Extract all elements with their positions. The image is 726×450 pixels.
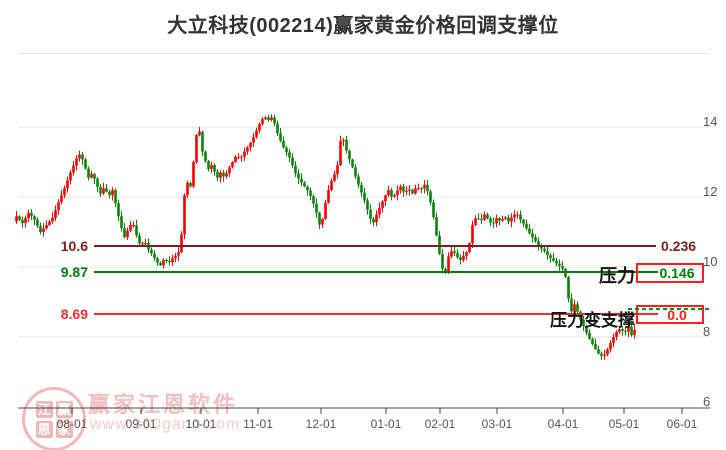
pressure-to-support-label: 压力变支撑	[550, 311, 635, 330]
chart-title: 大立科技(002214)赢家黄金价格回调支撑位	[167, 15, 559, 37]
pressure-value-box: 0.146	[636, 263, 704, 283]
x-axis-label: 12-01	[305, 417, 337, 431]
seal-char: 家	[55, 420, 73, 438]
price-level-label-9.87: 9.87	[60, 264, 88, 280]
x-axis-label: 04-01	[547, 417, 579, 431]
x-axis-label: 05-01	[608, 417, 640, 431]
watermark-url-text: www.360gann.com	[90, 416, 241, 433]
x-axis-label: 10-01	[185, 417, 217, 431]
x-axis-label: 02-01	[424, 417, 456, 431]
x-axis-label: 01-01	[370, 417, 402, 431]
pressure-label: 压力	[599, 266, 635, 286]
support-dashed-line	[628, 308, 710, 310]
watermark-brand-text: 赢家江恩软件	[88, 392, 239, 417]
x-axis-label: 03-01	[481, 417, 513, 431]
retracement-line-0236	[94, 245, 656, 247]
x-axis-label: 11-01	[243, 417, 273, 431]
price-level-label-8.69: 8.69	[60, 306, 88, 322]
pressure-value: 0.146	[659, 265, 695, 281]
x-axis-label: 09-01	[125, 417, 157, 431]
support-line-00	[94, 313, 658, 315]
x-axis-label: 06-01	[666, 417, 698, 431]
pressure-line-0146	[94, 271, 658, 273]
retracement-ratio-label: 0.236	[661, 238, 697, 254]
seal-char: 恩	[35, 420, 53, 438]
watermark-seal-logo: 江 赢 恩 家	[22, 387, 86, 450]
y-axis-label: 6	[703, 394, 711, 409]
support-value: 0.0	[667, 306, 687, 323]
title-divider	[18, 53, 709, 54]
seal-char: 江	[35, 400, 53, 418]
y-axis-label: 14	[703, 114, 718, 129]
y-axis-label: 12	[703, 184, 718, 199]
support-value-box: 0.0	[636, 305, 704, 324]
price-level-label-10.6: 10.6	[60, 238, 88, 254]
x-axis-label: 08-01	[56, 417, 88, 431]
y-axis-label: 8	[703, 324, 711, 339]
seal-char: 赢	[55, 400, 73, 418]
y-axis-label: 10	[703, 254, 718, 269]
